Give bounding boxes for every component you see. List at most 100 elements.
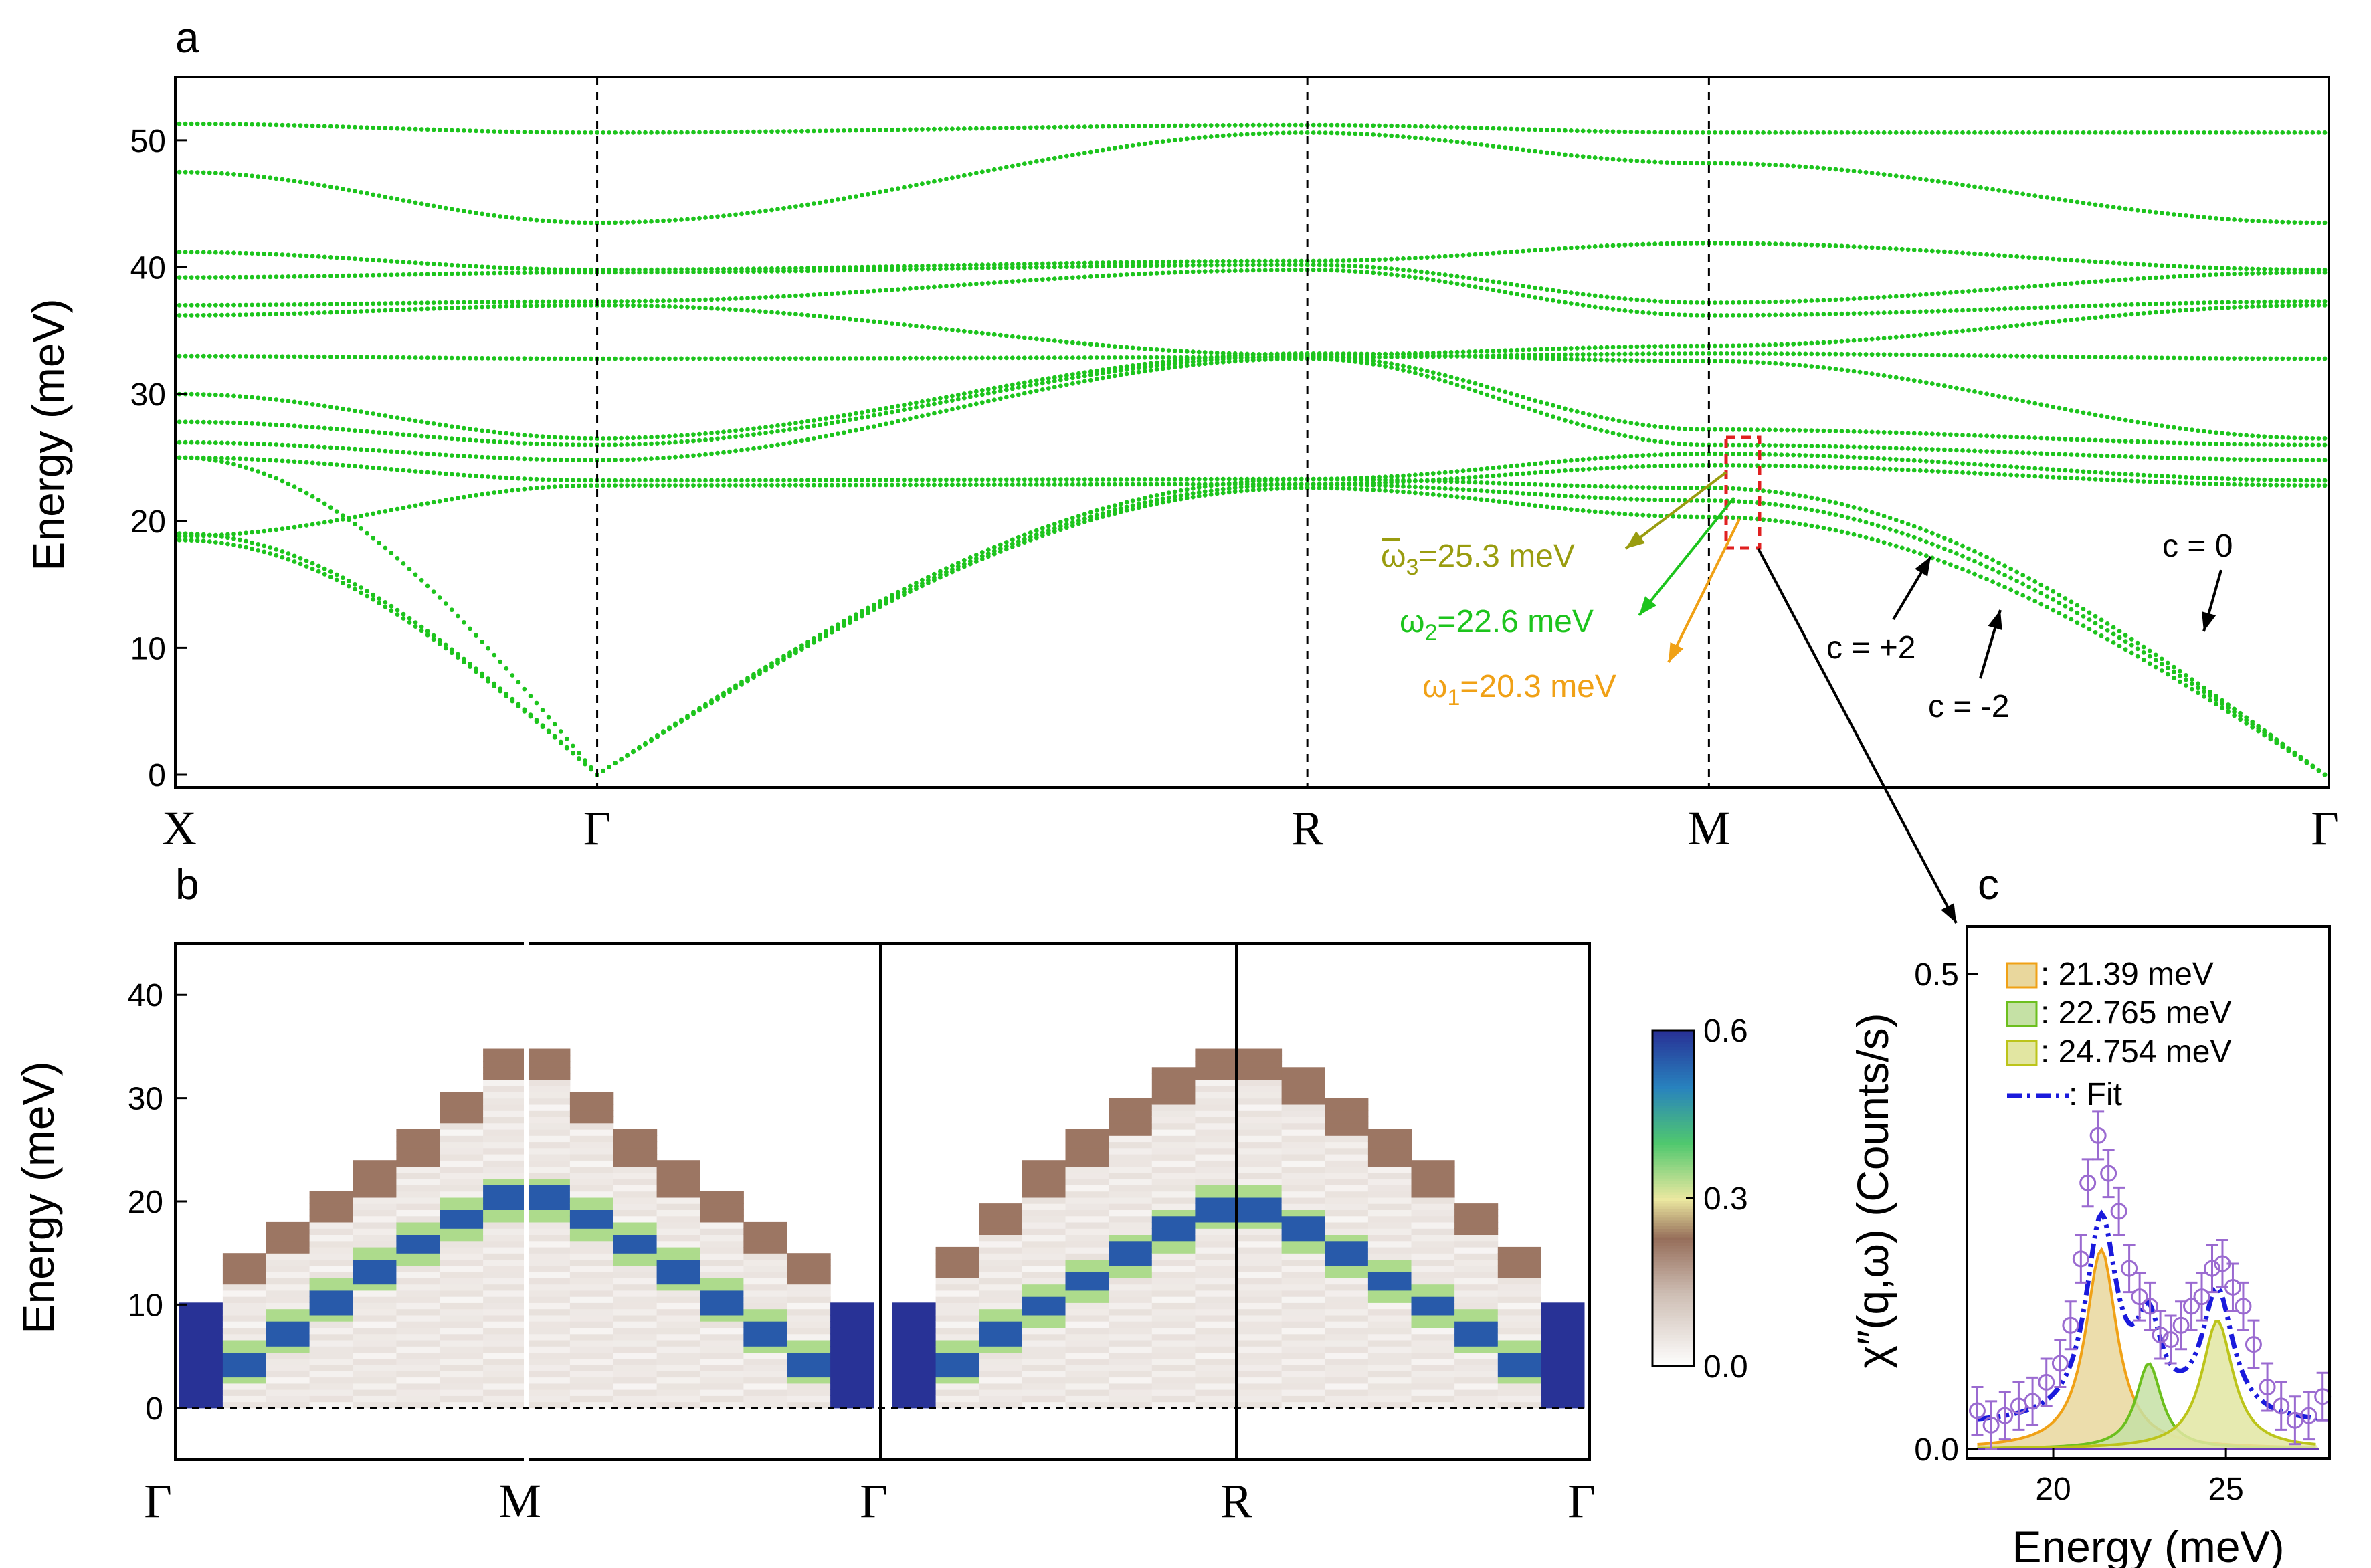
band-point: [480, 271, 484, 276]
band-point: [1436, 377, 1442, 382]
band-point: [1407, 274, 1412, 279]
band-point: [183, 353, 188, 359]
band-point: [486, 474, 490, 479]
band-point: [1317, 122, 1322, 128]
band-point: [425, 272, 430, 277]
band-point: [1803, 341, 1808, 346]
band-point: [932, 284, 937, 290]
band-point: [534, 700, 539, 706]
band-point: [280, 555, 285, 560]
band-point: [757, 668, 762, 673]
band-point: [787, 294, 792, 298]
band-point: [2032, 451, 2038, 456]
band-point: [2256, 356, 2261, 361]
band-point: [1761, 488, 1766, 493]
band-point: [1118, 506, 1123, 511]
band-point: [1683, 426, 1687, 431]
band-point: [1407, 124, 1412, 129]
band-point: [854, 612, 858, 617]
band-point: [1371, 123, 1376, 128]
band-point: [818, 417, 822, 422]
band-point: [2032, 354, 2038, 359]
band-point: [2087, 617, 2092, 622]
band-point: [1942, 560, 1947, 565]
band-point: [685, 433, 690, 437]
band-point: [1857, 455, 1863, 460]
band-point: [540, 299, 545, 304]
band-point: [462, 355, 466, 361]
band-point: [619, 267, 624, 272]
band-point: [334, 518, 339, 523]
band-point: [2226, 702, 2231, 707]
band-point: [848, 482, 852, 488]
band-point: [1658, 498, 1664, 502]
band-point: [437, 205, 442, 209]
band-point: [1287, 130, 1292, 136]
band-point: [1568, 507, 1574, 512]
band-point: [637, 442, 642, 447]
band-point: [1317, 268, 1322, 272]
band-point: [195, 533, 200, 538]
band-point: [371, 535, 376, 541]
band-point: [1785, 491, 1790, 496]
band-point: [1954, 432, 1959, 437]
band-point: [2002, 563, 2008, 569]
band-point: [2190, 427, 2194, 433]
band-point: [1268, 122, 1274, 128]
band-point: [250, 354, 254, 359]
band-point: [334, 405, 339, 411]
band-point: [1929, 353, 1935, 357]
band-point: [2123, 647, 2128, 652]
band-point: [1869, 445, 1875, 450]
band-point: [1972, 327, 1977, 332]
band-point: [268, 473, 273, 478]
band-point: [1521, 248, 1526, 254]
band-point: [1100, 342, 1105, 348]
band-point: [401, 432, 406, 437]
band-point: [2129, 636, 2134, 642]
band-point: [878, 599, 882, 604]
band-point: [1088, 510, 1093, 515]
band-point: [1166, 482, 1171, 487]
band-point: [1070, 264, 1075, 269]
band-point: [955, 126, 961, 132]
band-point: [1317, 130, 1322, 135]
band-point: [2262, 356, 2267, 361]
band-point: [1142, 263, 1147, 268]
band-point: [1683, 343, 1687, 349]
band-point: [799, 266, 804, 271]
band-point: [920, 581, 925, 586]
band-point: [950, 563, 955, 568]
band-point: [1106, 124, 1111, 129]
band-point: [1966, 328, 1971, 333]
band-point: [1094, 355, 1099, 360]
band-point: [383, 604, 388, 609]
band-point: [2081, 469, 2086, 474]
band-point: [2298, 299, 2303, 304]
band-point: [1232, 262, 1238, 268]
band-point: [1052, 124, 1057, 130]
band-point: [1040, 377, 1045, 382]
band-point: [1424, 276, 1430, 282]
band-point: [201, 538, 206, 544]
band-point: [673, 433, 678, 439]
band-point: [1430, 370, 1436, 375]
band-point: [1893, 310, 1899, 315]
band-point: [1701, 462, 1705, 468]
band-point: [775, 129, 780, 134]
band-point: [1166, 123, 1171, 128]
band-point: [739, 433, 744, 439]
band-point: [1293, 267, 1298, 272]
band-point: [1574, 302, 1580, 307]
band-point: [1929, 431, 1935, 437]
band-point: [425, 629, 430, 633]
band-point: [1509, 126, 1514, 132]
band-point: [1616, 511, 1622, 516]
band-point: [1088, 377, 1093, 383]
band-point: [1082, 379, 1087, 384]
band-point: [1287, 262, 1292, 268]
band-point: [1833, 429, 1838, 433]
band-point: [377, 430, 382, 435]
band-point: [2178, 673, 2182, 678]
band-point: [1281, 122, 1286, 128]
